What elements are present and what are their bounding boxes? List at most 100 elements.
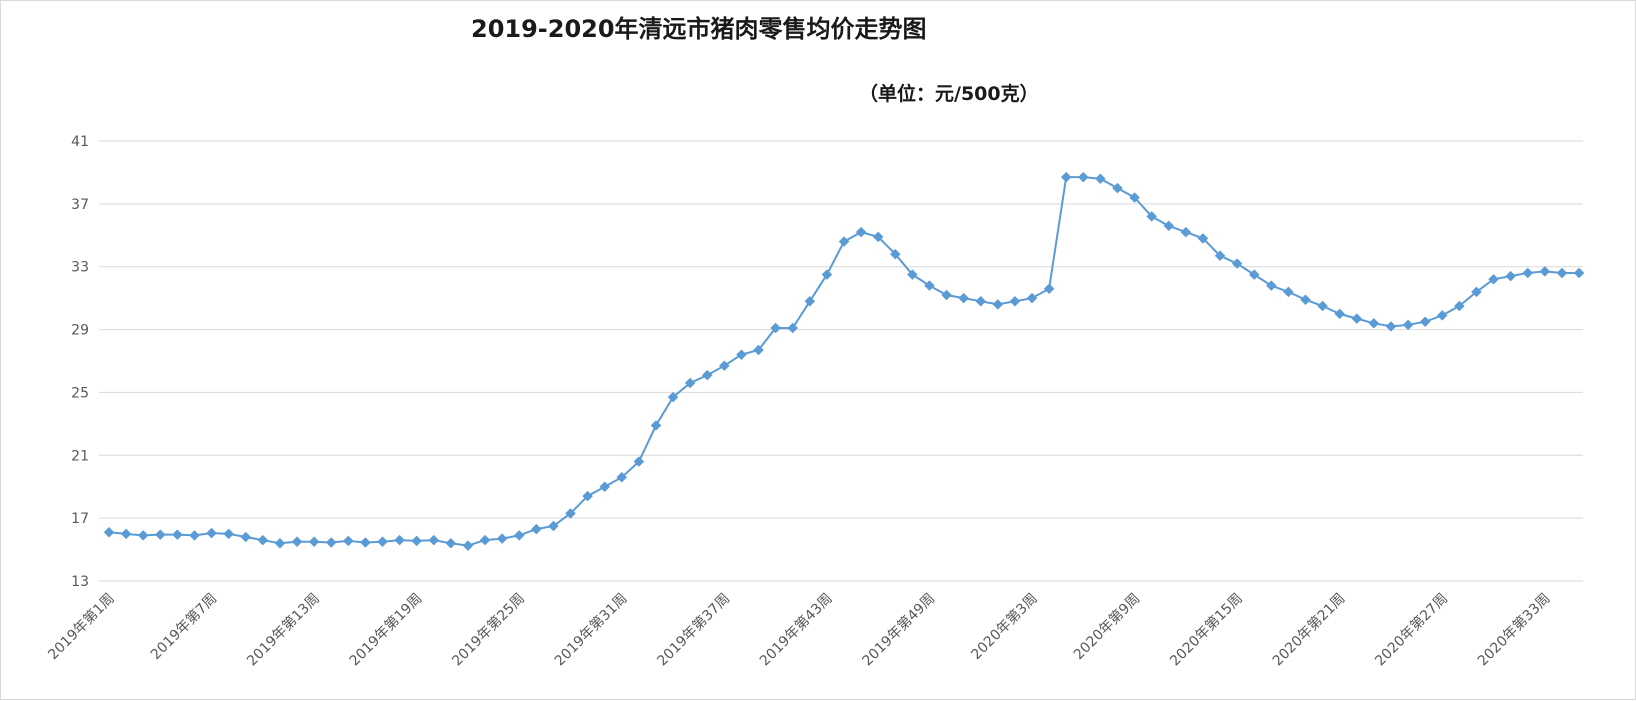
data-point [1402, 319, 1414, 331]
x-tick-label: 2019年第31周 [551, 590, 631, 670]
data-point [1556, 267, 1568, 279]
x-tick-label: 2019年第7周 [147, 590, 220, 663]
data-point [325, 537, 337, 548]
data-point [941, 289, 952, 301]
data-point [137, 530, 149, 541]
series-points [103, 171, 1585, 551]
data-point [1505, 270, 1516, 282]
data-point [342, 535, 354, 547]
y-tick-label: 33 [71, 260, 89, 276]
data-point [1522, 267, 1534, 279]
data-point [1129, 192, 1140, 203]
data-point [1419, 316, 1431, 328]
data-point [1368, 317, 1380, 329]
x-tick-label: 2020年第9周 [1070, 590, 1143, 663]
data-point [667, 391, 679, 403]
data-point [1385, 321, 1397, 332]
data-point [1488, 273, 1499, 285]
data-point [1180, 226, 1192, 238]
data-point [684, 377, 696, 389]
x-tick-label: 2019年第25周 [449, 590, 529, 670]
data-point [1009, 295, 1021, 307]
series-line [108, 176, 1579, 547]
data-point [889, 248, 901, 260]
data-point [1453, 300, 1465, 312]
x-tick-label: 2020年第3周 [968, 590, 1041, 663]
data-point [804, 295, 816, 307]
data-point [1026, 292, 1038, 304]
data-point [787, 322, 799, 334]
data-point [308, 536, 320, 548]
data-point [633, 456, 645, 467]
data-point [838, 236, 850, 247]
x-tick-label: 2020年第15周 [1166, 590, 1246, 670]
x-axis-ticks: 2019年第1周 2019年第7周 2019年第13周 2019年第19周 2019年第… [45, 590, 1554, 670]
y-tick-label: 37 [71, 197, 89, 213]
data-point [206, 527, 217, 539]
data-point [189, 530, 200, 541]
data-point [565, 508, 576, 519]
x-tick-label: 2019年第13周 [243, 590, 323, 670]
x-tick-label: 2019年第19周 [346, 590, 426, 670]
data-point [496, 533, 508, 544]
data-point [599, 481, 611, 493]
y-tick-label: 17 [71, 511, 89, 527]
y-tick-label: 25 [71, 385, 89, 401]
x-tick-label: 2019年第43周 [756, 590, 836, 670]
y-tick-label: 13 [71, 574, 89, 590]
data-point [958, 292, 970, 304]
data-point [992, 299, 1004, 310]
data-point [924, 280, 935, 291]
data-point [753, 344, 764, 356]
x-tick-label: 2019年第1周 [45, 590, 118, 663]
data-point [291, 536, 303, 548]
data-point [360, 537, 371, 548]
gridlines [99, 140, 1583, 582]
y-tick-label: 41 [71, 134, 89, 150]
data-point [1077, 171, 1089, 183]
data-point [1573, 267, 1585, 279]
data-point [975, 295, 987, 307]
x-tick-label: 2020年第21周 [1269, 590, 1349, 670]
data-point [1095, 173, 1106, 185]
data-point [718, 360, 730, 372]
series-price [108, 176, 1579, 547]
data-point [513, 530, 525, 541]
data-point [172, 529, 183, 540]
data-point [462, 540, 474, 551]
x-tick-label: 2019年第37周 [654, 590, 734, 670]
chart-subtitle: （单位：元/500克） [859, 83, 1039, 105]
x-tick-label: 2020年第33周 [1474, 590, 1554, 670]
x-tick-label: 2019年第49周 [859, 590, 939, 670]
data-point [1334, 308, 1346, 320]
data-point [411, 535, 423, 547]
data-point [1265, 280, 1277, 291]
chart-title: 2019-2020年清远市猪肉零售均价走势图 [471, 15, 927, 43]
data-point [1248, 269, 1260, 280]
data-point [103, 526, 115, 538]
data-point [257, 534, 269, 546]
y-tick-label: 29 [71, 323, 89, 339]
data-point [154, 529, 166, 540]
data-point [1043, 283, 1055, 295]
data-point [1351, 313, 1363, 324]
y-tick-label: 21 [71, 448, 89, 464]
data-point [120, 528, 132, 540]
data-point [770, 322, 781, 334]
data-point [548, 520, 559, 532]
data-point [907, 269, 918, 280]
data-point [1283, 286, 1294, 298]
data-point [274, 537, 286, 549]
data-point [445, 537, 457, 549]
data-point [223, 528, 235, 540]
data-point [1163, 220, 1175, 232]
data-point [582, 490, 593, 502]
data-point [855, 226, 867, 238]
data-point [479, 534, 491, 546]
data-point [240, 531, 252, 543]
data-point [1060, 171, 1072, 183]
data-point [377, 536, 388, 548]
x-tick-label: 2020年第27周 [1372, 590, 1452, 670]
